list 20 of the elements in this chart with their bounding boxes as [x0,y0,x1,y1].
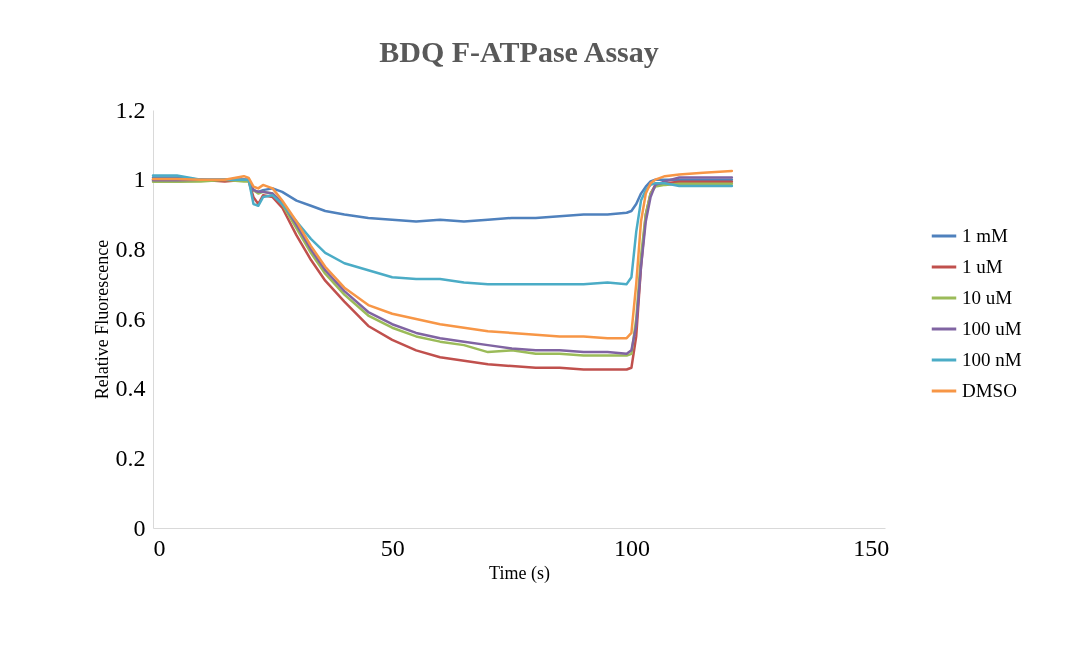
legend-label: 10 uM [962,287,1013,308]
y-tick-label: 0 [133,514,146,541]
x-tick-label: 50 [380,534,405,561]
y-tick-label: 1 [133,166,146,193]
x-tick-label: 150 [853,534,890,561]
y-tick-label: 1.2 [115,96,146,123]
legend-label: 100 uM [962,318,1022,339]
legend-label: 100 nM [962,349,1022,370]
y-tick-label: 0.4 [115,375,146,402]
y-tick-label: 0.8 [115,235,146,262]
chart-title: BDQ F-ATPase Assay [379,35,659,68]
legend-label: 1 uM [962,256,1003,277]
y-axis-title: Relative Fluorescence [91,239,112,400]
y-tick-label: 0.2 [115,444,146,471]
x-axis-title: Time (s) [489,562,550,584]
x-tick-label: 0 [153,534,166,561]
legend-label: DMSO [962,380,1017,401]
legend-label: 1 mM [962,225,1009,246]
y-tick-label: 0.6 [115,305,146,332]
x-tick-label: 100 [613,534,650,561]
